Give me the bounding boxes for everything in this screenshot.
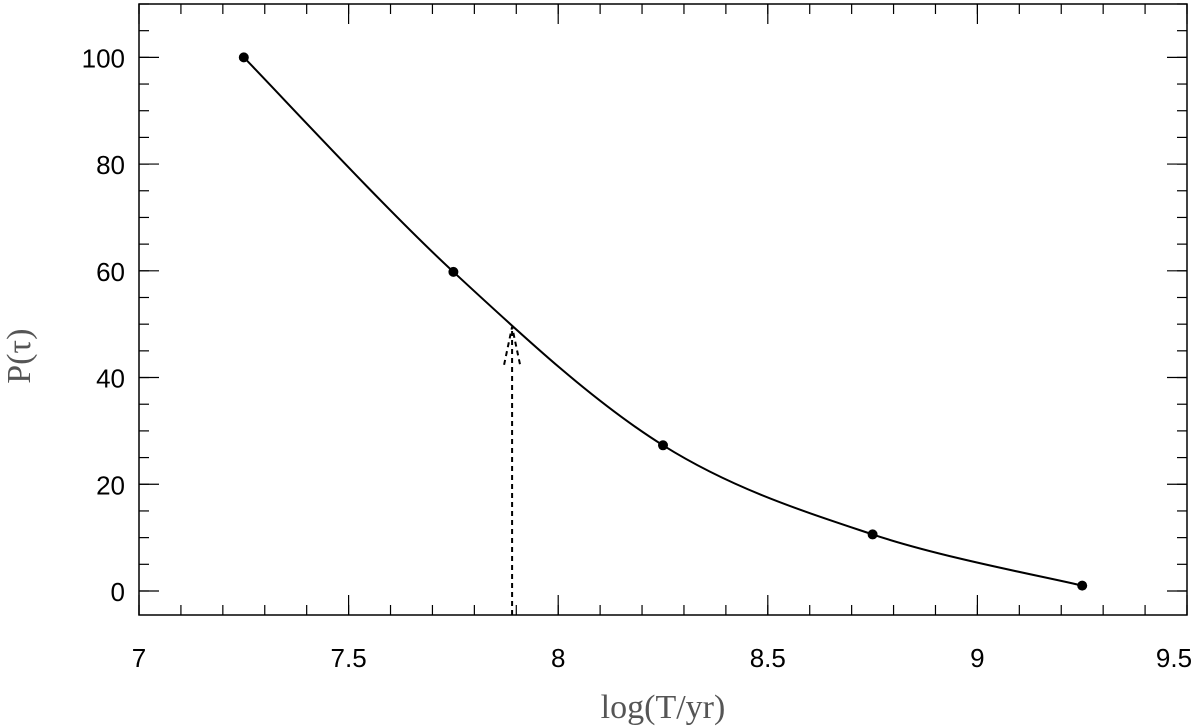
data-point bbox=[448, 266, 459, 277]
y-tick-label: 100 bbox=[82, 43, 125, 73]
y-tick-label: 0 bbox=[111, 577, 125, 607]
data-point bbox=[867, 529, 878, 540]
x-axis-title: log(T/yr) bbox=[601, 689, 726, 726]
x-tick-label: 8.5 bbox=[750, 643, 786, 673]
y-axis-title: P(τ) bbox=[1, 329, 38, 384]
y-tick-label: 80 bbox=[96, 150, 125, 180]
minor-ticks bbox=[138, 3, 1188, 615]
dashed-arrow-head bbox=[503, 326, 522, 366]
x-tick-labels: 7 7.5 8 8.5 9 9.5 bbox=[132, 643, 1192, 673]
x-tick-label: 7.5 bbox=[331, 643, 367, 673]
x-tick-label: 9 bbox=[970, 643, 984, 673]
plot-content bbox=[238, 52, 1088, 615]
data-point bbox=[658, 440, 668, 451]
y-tick-labels: 0 20 40 60 80 100 bbox=[82, 43, 125, 607]
plot-frame bbox=[138, 3, 1188, 616]
x-tick-label: 7 bbox=[132, 643, 146, 673]
x-tick-label: 8 bbox=[551, 643, 565, 673]
x-tick-label: 9.5 bbox=[1156, 643, 1192, 673]
y-tick-label: 60 bbox=[96, 257, 125, 287]
data-point bbox=[1077, 580, 1088, 591]
data-point bbox=[238, 52, 249, 63]
y-tick-label: 20 bbox=[96, 470, 125, 500]
major-ticks bbox=[138, 4, 1188, 615]
y-tick-label: 40 bbox=[96, 364, 125, 394]
fit-curve bbox=[243, 56, 1083, 587]
